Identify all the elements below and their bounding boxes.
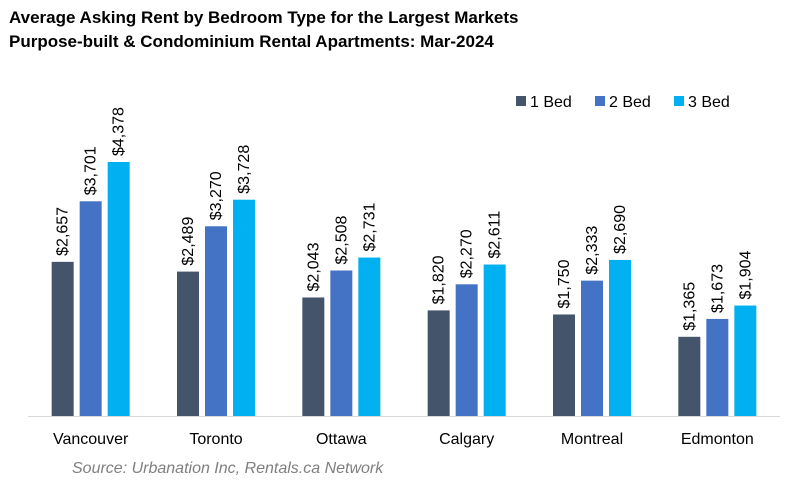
bar — [734, 305, 757, 416]
data-label: $1,750 — [556, 259, 573, 308]
chart-title-block: Average Asking Rent by Bedroom Type for … — [9, 6, 519, 54]
legend-swatch — [516, 96, 526, 106]
data-label: $2,690 — [612, 205, 629, 254]
bar — [427, 310, 450, 416]
bar — [330, 270, 353, 416]
chart-title: Average Asking Rent by Bedroom Type for … — [9, 8, 519, 27]
x-tick-label: Edmonton — [681, 431, 754, 448]
x-tick-label: Montreal — [561, 431, 623, 448]
data-label: $2,333 — [584, 226, 601, 275]
legend-label: 3 Bed — [688, 94, 730, 111]
bar — [107, 162, 130, 416]
legend-label: 1 Bed — [530, 94, 572, 111]
data-label: $4,378 — [111, 107, 128, 156]
x-tick-label: Toronto — [189, 431, 242, 448]
bar — [177, 271, 199, 416]
legend-swatch — [674, 96, 684, 106]
data-label: $2,611 — [487, 211, 504, 259]
data-label: $3,270 — [208, 171, 225, 220]
chart-subtitle: Purpose-built & Condominium Rental Apart… — [9, 32, 494, 51]
x-tick-label: Calgary — [439, 431, 494, 448]
data-label: $1,904 — [737, 250, 754, 299]
bar — [302, 297, 325, 416]
bar — [358, 257, 381, 416]
data-label: $2,657 — [55, 207, 72, 256]
x-tick-label: Vancouver — [53, 431, 129, 448]
data-label: $1,365 — [681, 282, 698, 331]
data-label: $3,728 — [236, 145, 253, 194]
bar — [678, 336, 701, 416]
bar — [79, 201, 102, 416]
bar — [233, 199, 255, 416]
data-label: $2,489 — [180, 217, 197, 266]
bar — [706, 318, 729, 416]
legend-label: 2 Bed — [609, 94, 651, 111]
bar — [553, 314, 575, 416]
bar — [51, 261, 74, 416]
data-label: $1,820 — [431, 255, 448, 304]
bar — [483, 264, 506, 416]
data-label: $2,508 — [333, 215, 350, 264]
data-label: $2,731 — [361, 203, 378, 252]
bar — [609, 259, 631, 416]
x-tick-label: Ottawa — [316, 431, 367, 448]
bar — [581, 280, 603, 416]
source-note: Source: Urbanation Inc, Rentals.ca Netwo… — [72, 460, 384, 477]
data-label: $2,043 — [305, 242, 322, 291]
data-label: $2,270 — [459, 229, 476, 278]
data-label: $3,701 — [83, 146, 100, 195]
legend-swatch — [595, 96, 605, 106]
bar — [205, 226, 227, 416]
bar — [455, 284, 478, 416]
data-label: $1,673 — [709, 264, 726, 313]
